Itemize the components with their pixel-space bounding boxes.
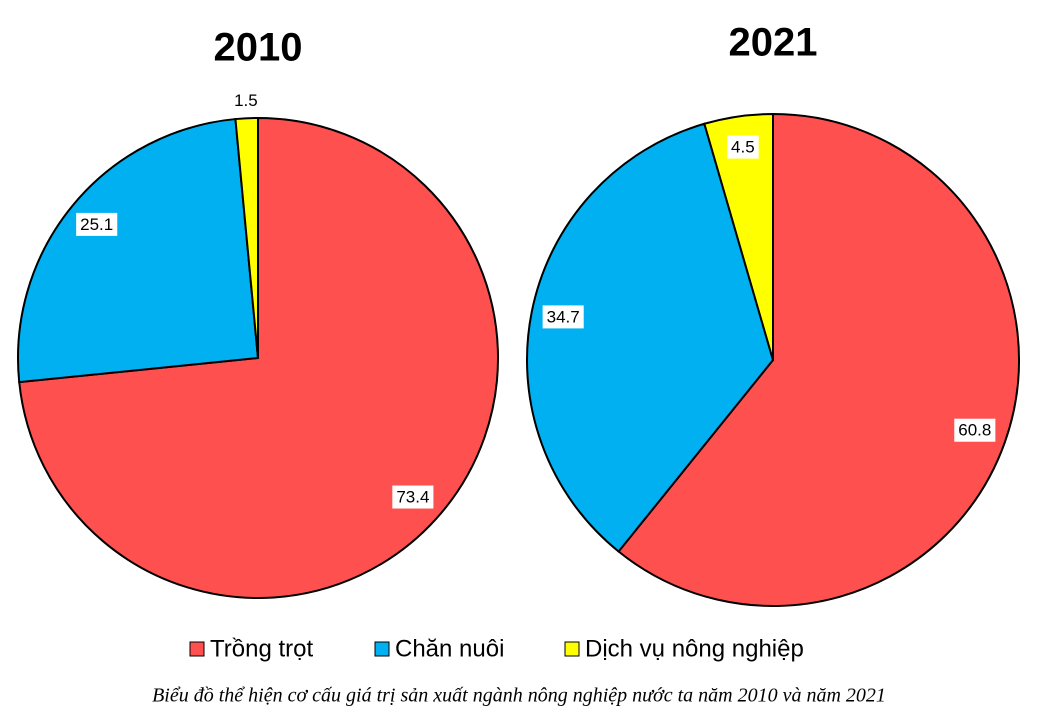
pie-slice bbox=[703, 112, 774, 361]
pie-title: 2021 bbox=[729, 21, 818, 65]
pie-slice bbox=[234, 116, 259, 359]
data-label: 1.5 bbox=[234, 91, 258, 110]
pie-slice bbox=[17, 117, 260, 384]
legend-label: Trồng trọt bbox=[210, 635, 313, 662]
data-label: 73.4 bbox=[396, 488, 429, 507]
data-label-box bbox=[392, 485, 434, 509]
data-label: 34.7 bbox=[547, 307, 580, 326]
data-label-box bbox=[727, 135, 759, 159]
data-label: 60.8 bbox=[958, 421, 991, 440]
data-label-box bbox=[76, 212, 118, 236]
legend-swatch bbox=[564, 641, 580, 657]
legend-swatch bbox=[374, 641, 390, 657]
pie-title: 2010 bbox=[214, 26, 303, 70]
legend-label: Chăn nuôi bbox=[395, 635, 504, 662]
data-label: 25.1 bbox=[80, 215, 113, 234]
data-label: 4.5 bbox=[731, 138, 755, 157]
caption: Biểu đồ thể hiện cơ cấu giá trị sản xuất… bbox=[152, 685, 886, 707]
data-label-box bbox=[954, 418, 996, 442]
legend-label: Dịch vụ nông nghiệp bbox=[585, 635, 804, 662]
legend-swatch bbox=[189, 641, 205, 657]
pie-slice bbox=[526, 122, 775, 553]
data-label-box bbox=[542, 305, 584, 329]
pie-slice bbox=[617, 112, 1020, 607]
